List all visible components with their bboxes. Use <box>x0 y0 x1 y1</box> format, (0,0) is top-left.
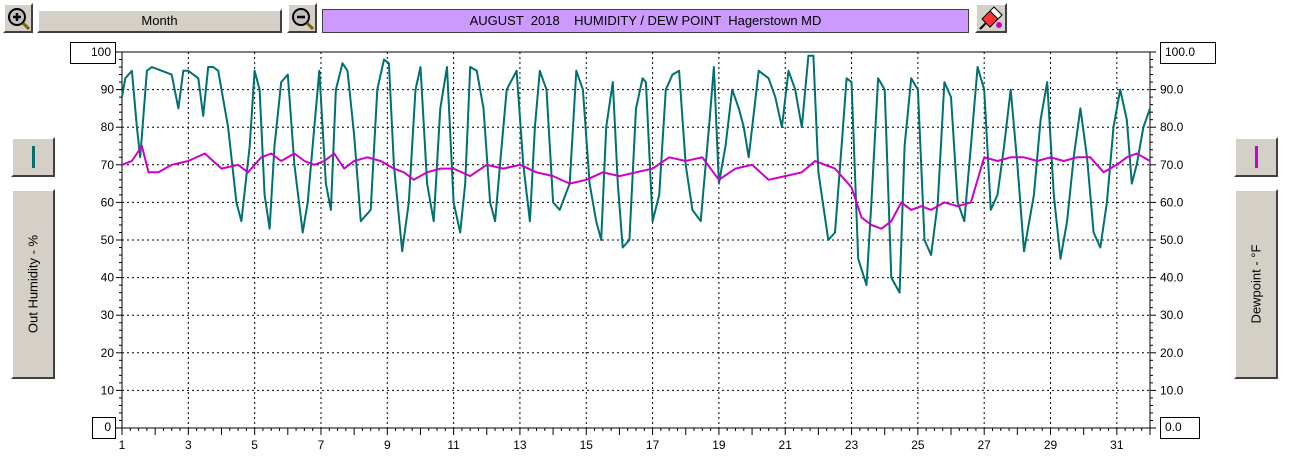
chart-series <box>121 54 1151 294</box>
y-left-tick-label: 40 <box>101 271 115 285</box>
chart-axes: 10 10.0 20 20.0 30 30.0 40 40.0 50 50.0 60 60.0 70 70… <box>101 51 1184 452</box>
x-tick-label: 17 <box>646 438 660 452</box>
y-right-tick-label: 60.0 <box>1160 195 1184 209</box>
x-tick-label: 31 <box>1110 438 1124 452</box>
x-tick-label: 23 <box>845 438 859 452</box>
humidity-color-swatch <box>32 146 35 168</box>
x-tick-label: 25 <box>911 438 925 452</box>
range-selector-button[interactable]: Month <box>37 9 282 33</box>
x-tick-label: 5 <box>251 438 258 452</box>
x-tick-label: 15 <box>580 438 594 452</box>
left-axis-max-readout: 100 <box>70 42 116 64</box>
x-tick-label: 13 <box>513 438 527 452</box>
y-right-tick-label: 30.0 <box>1160 308 1184 322</box>
x-tick-label: 1 <box>119 438 126 452</box>
x-tick-label: 11 <box>447 438 460 452</box>
zoom-out-button[interactable] <box>287 3 317 33</box>
humidity-axis-label-button[interactable]: Out Humidity - % <box>11 189 55 379</box>
y-left-tick-label: 90 <box>101 83 115 97</box>
right-axis-max-readout: 100.0 <box>1160 42 1216 64</box>
y-right-tick-label: 80.0 <box>1160 120 1184 134</box>
dewpoint-axis-label-button[interactable]: Dewpoint - °F <box>1234 189 1278 379</box>
minus-magnifier-icon <box>292 8 314 30</box>
dewpoint-series-line <box>121 145 1151 230</box>
y-left-tick-label: 50 <box>101 233 115 247</box>
x-tick-label: 21 <box>779 438 793 452</box>
y-left-tick-label: 10 <box>101 383 115 397</box>
x-tick-label: 29 <box>1044 438 1058 452</box>
x-tick-label: 7 <box>318 438 325 452</box>
x-tick-label: 19 <box>712 438 726 452</box>
eraser-tool-icon <box>979 6 1003 30</box>
zoom-in-button[interactable] <box>3 3 33 33</box>
y-right-tick-label: 50.0 <box>1160 233 1184 247</box>
y-right-tick-label: 70.0 <box>1160 158 1184 172</box>
y-right-tick-label: 40.0 <box>1160 271 1184 285</box>
dewpoint-color-swatch <box>1255 146 1258 168</box>
y-left-tick-label: 20 <box>101 346 115 360</box>
x-tick-label: 3 <box>185 438 192 452</box>
right-axis-min-readout: 0.0 <box>1160 417 1200 439</box>
y-right-tick-label: 90.0 <box>1160 83 1184 97</box>
plot-frame <box>121 51 1151 429</box>
y-left-tick-label: 30 <box>101 308 115 322</box>
x-tick-label: 9 <box>384 438 391 452</box>
plus-magnifier-icon <box>8 8 30 30</box>
tool-button[interactable] <box>975 3 1007 33</box>
chart-grid <box>122 52 1150 428</box>
y-left-tick-label: 80 <box>101 120 115 134</box>
y-right-tick-label: 20.0 <box>1160 346 1184 360</box>
dewpoint-series-swatch-button[interactable] <box>1234 137 1278 177</box>
y-left-tick-label: 70 <box>101 158 115 172</box>
chart-title: AUGUST 2018 HUMIDITY / DEW POINT Hagerst… <box>322 9 969 33</box>
humidity-series-swatch-button[interactable] <box>11 137 55 177</box>
left-axis-min-readout: 0 <box>92 417 116 439</box>
y-right-tick-label: 10.0 <box>1160 383 1184 397</box>
x-tick-label: 27 <box>978 438 992 452</box>
y-left-tick-label: 60 <box>101 195 115 209</box>
humidity-series-line <box>121 54 1151 294</box>
